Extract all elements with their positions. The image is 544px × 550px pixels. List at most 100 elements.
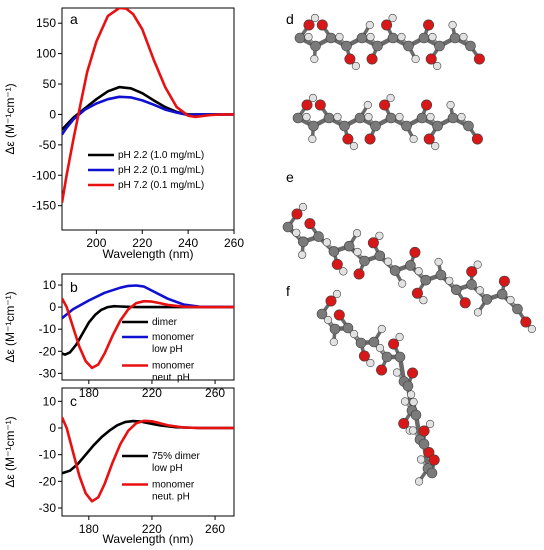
- carbon-atom: [368, 336, 380, 348]
- oxygen-atom: [473, 53, 485, 65]
- legend-label: monomer neut. pH: [152, 480, 195, 503]
- carbon-atom: [466, 279, 477, 290]
- oxygen-atom: [291, 208, 303, 220]
- oxygen-atom: [353, 268, 365, 280]
- oxygen-atom: [331, 258, 343, 270]
- carbon-atom: [325, 32, 337, 44]
- legend-label: 75% dimer low pH: [152, 451, 200, 474]
- carbon-atom: [310, 40, 321, 52]
- carbon-atom: [416, 112, 428, 124]
- plot-frame: [61, 273, 235, 381]
- hydrogen-atom: [414, 267, 423, 276]
- hydrogen-atom: [414, 477, 424, 486]
- hydrogen-atom: [365, 20, 374, 30]
- chart-panel-b: -30 -20 -10 0 10 180 220 260 b Δε (M⁻¹cm⁻¹) dimer m…: [3, 273, 235, 400]
- hydrogen-atom: [366, 32, 375, 42]
- carbon-atom: [381, 351, 393, 363]
- panel-label: d: [286, 11, 294, 27]
- x-tick-label: 260: [205, 522, 225, 536]
- hydrogen-atom: [473, 308, 483, 317]
- hydrogen-atom: [406, 390, 416, 399]
- y-axis-label: Δε (M⁻¹cm⁻¹): [3, 83, 17, 154]
- x-tick-label: 180: [79, 386, 99, 400]
- oxygen-atom: [423, 19, 435, 31]
- carbon-atom: [316, 308, 328, 320]
- carbon-atom: [405, 260, 416, 271]
- y-tick-label: -30: [39, 501, 57, 515]
- oxygen-atom: [333, 309, 345, 321]
- carbon-atom: [389, 265, 401, 276]
- panel-label: e: [286, 169, 294, 185]
- carbon-atom: [294, 32, 306, 44]
- carbon-atom: [465, 40, 476, 52]
- oxygen-atom: [358, 350, 370, 362]
- oxygen-atom: [418, 425, 430, 437]
- y-tick-label: -20: [39, 474, 57, 488]
- y-tick-label: 50: [43, 77, 57, 91]
- carbon-atom: [420, 274, 432, 286]
- hydrogen-atom: [434, 257, 443, 267]
- oxygen-atom: [366, 53, 378, 65]
- panel-label: a: [70, 11, 78, 27]
- series-line-red: [62, 8, 234, 203]
- oxygen-atom: [428, 454, 440, 466]
- oxygen-atom: [367, 237, 379, 249]
- series-line-red: [62, 297, 234, 370]
- oxygen-atom: [388, 338, 400, 350]
- carbon-atom: [434, 40, 445, 52]
- y-axis-label: Δε (M⁻¹cm⁻¹): [3, 291, 17, 362]
- carbon-atom: [341, 40, 352, 52]
- y-tick-label: 150: [36, 16, 56, 30]
- hydrogen-atom: [339, 267, 348, 276]
- hydrogen-atom: [304, 32, 313, 42]
- hydrogen-atom: [527, 324, 536, 334]
- panel-label: c: [70, 393, 77, 409]
- molecule-structure-f: f: [286, 283, 440, 486]
- hydrogen-atom: [398, 279, 407, 288]
- carbon-atom: [426, 467, 438, 479]
- oxygen-atom: [379, 99, 391, 111]
- oxygen-atom: [344, 53, 356, 65]
- series-line-red: [62, 416, 234, 503]
- hydrogen-atom: [506, 295, 515, 305]
- hydrogen-atom: [411, 54, 420, 64]
- hydrogen-atom: [353, 247, 362, 257]
- hydrogen-atom: [409, 134, 418, 144]
- hydrogen-atom: [386, 93, 395, 103]
- carbon-atom: [512, 303, 523, 315]
- hydrogen-atom: [322, 238, 332, 247]
- y-tick-label: -10: [39, 448, 57, 462]
- hydrogen-atom: [395, 332, 404, 342]
- legend-label: monomer low pH: [152, 332, 195, 355]
- hydrogen-atom: [409, 397, 418, 407]
- hydrogen-atom: [308, 93, 318, 103]
- carbon-atom: [496, 288, 508, 300]
- x-tick-label: 260: [205, 386, 225, 400]
- oxygen-atom: [421, 99, 433, 111]
- carbon-atom: [328, 246, 340, 257]
- x-tick-label: 220: [132, 236, 152, 250]
- x-tick-label: 200: [86, 236, 106, 250]
- oxygen-atom: [520, 316, 532, 328]
- carbon-atom: [435, 269, 447, 281]
- y-tick-label: -150: [32, 199, 56, 213]
- carbon-atom: [450, 284, 462, 296]
- carbon-atom: [355, 337, 367, 349]
- hydrogen-atom: [349, 329, 359, 339]
- x-tick-label: 220: [142, 386, 162, 400]
- carbon-atom: [418, 438, 430, 450]
- y-tick-label: 0: [49, 421, 56, 435]
- oxygen-atom: [301, 99, 313, 111]
- carbon-atom: [343, 240, 355, 252]
- hydrogen-atom: [310, 54, 319, 64]
- hydrogen-atom: [310, 13, 320, 23]
- carbon-atom: [313, 231, 324, 242]
- carbon-atom: [297, 236, 309, 248]
- carbon-atom: [387, 32, 399, 44]
- carbon-atom: [354, 112, 366, 124]
- hydrogen-atom: [363, 100, 372, 110]
- hydrogen-atom: [298, 250, 307, 259]
- carbon-atom: [418, 32, 430, 44]
- hydrogen-atom: [308, 134, 317, 144]
- oxygen-atom: [364, 133, 376, 145]
